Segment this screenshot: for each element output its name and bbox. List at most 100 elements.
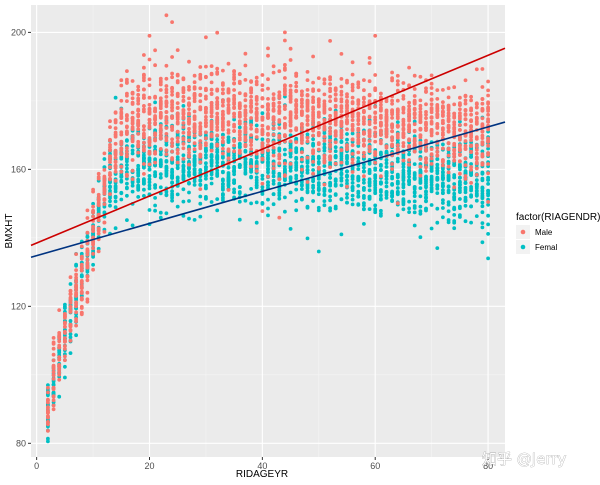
point-male xyxy=(226,111,231,115)
point-male xyxy=(192,109,197,114)
point-male xyxy=(243,93,248,98)
point-femal xyxy=(429,182,434,187)
point-male xyxy=(305,70,310,74)
point-male xyxy=(204,106,208,110)
point-femal xyxy=(96,246,101,251)
point-male xyxy=(96,196,101,201)
point-male xyxy=(215,106,220,111)
point-male xyxy=(463,101,468,106)
point-femal xyxy=(232,172,237,177)
point-femal xyxy=(164,164,169,169)
point-male xyxy=(288,100,293,104)
point-male xyxy=(474,172,479,177)
point-male xyxy=(85,297,90,302)
point-male xyxy=(283,116,287,120)
point-male xyxy=(170,71,175,76)
point-femal-outlier xyxy=(486,256,490,261)
point-male xyxy=(424,123,428,127)
point-femal xyxy=(113,205,118,210)
point-femal xyxy=(362,177,366,182)
point-male xyxy=(429,110,434,115)
point-femal xyxy=(266,183,270,188)
point-male xyxy=(424,102,428,107)
point-male xyxy=(175,48,180,52)
point-male xyxy=(407,100,411,105)
point-male xyxy=(271,166,276,171)
point-male xyxy=(418,98,423,103)
point-male xyxy=(51,377,56,381)
point-femal xyxy=(221,170,225,175)
point-male xyxy=(283,123,287,128)
point-femal xyxy=(102,210,107,215)
point-male xyxy=(108,119,112,124)
point-femal xyxy=(294,161,299,165)
point-femal xyxy=(418,209,423,214)
point-male xyxy=(407,162,411,167)
point-male xyxy=(147,143,152,148)
point-male xyxy=(57,368,62,372)
point-male xyxy=(401,105,406,110)
point-femal xyxy=(130,183,135,188)
point-male xyxy=(300,101,304,105)
point-male xyxy=(407,118,411,123)
point-femal xyxy=(379,197,383,202)
point-male xyxy=(480,129,485,134)
point-femal xyxy=(277,196,282,201)
point-male xyxy=(384,110,389,114)
point-male xyxy=(367,134,372,139)
point-femal xyxy=(175,175,180,180)
point-femal xyxy=(271,178,276,183)
point-male xyxy=(136,108,141,113)
point-male xyxy=(204,74,208,79)
point-male xyxy=(277,109,282,114)
point-male xyxy=(215,128,220,132)
point-male xyxy=(446,86,451,91)
point-femal xyxy=(294,176,299,181)
point-femal xyxy=(164,189,169,194)
point-male xyxy=(102,168,107,172)
point-male xyxy=(142,73,146,78)
point-femal xyxy=(294,168,299,172)
point-femal xyxy=(316,208,321,213)
point-male xyxy=(277,93,282,98)
point-femal xyxy=(486,188,490,193)
point-male xyxy=(435,146,440,151)
point-male xyxy=(96,171,101,176)
point-male-outlier xyxy=(170,20,175,24)
point-femal xyxy=(209,154,214,159)
point-femal xyxy=(486,213,490,218)
point-male xyxy=(435,106,440,111)
point-femal xyxy=(486,182,490,186)
point-femal xyxy=(283,164,287,169)
point-male xyxy=(441,109,445,114)
point-male xyxy=(68,298,73,303)
point-femal xyxy=(407,206,411,211)
point-femal xyxy=(125,166,129,171)
point-male xyxy=(170,157,175,162)
point-femal xyxy=(322,146,327,150)
point-femal xyxy=(63,304,67,309)
point-male xyxy=(362,154,366,159)
point-male xyxy=(170,55,175,59)
point-femal xyxy=(350,181,355,185)
point-male xyxy=(102,174,107,179)
point-male xyxy=(125,80,129,84)
point-male xyxy=(130,79,135,83)
point-femal xyxy=(311,199,315,203)
point-male xyxy=(429,133,434,138)
point-male xyxy=(136,88,141,92)
point-male xyxy=(418,74,423,79)
point-male xyxy=(458,159,462,164)
point-femal xyxy=(91,262,95,267)
point-male xyxy=(277,100,282,105)
point-male xyxy=(125,91,129,96)
point-male xyxy=(362,139,366,143)
point-male xyxy=(158,147,163,151)
point-male xyxy=(429,98,434,102)
point-male xyxy=(288,46,293,51)
point-male xyxy=(390,135,394,140)
point-male xyxy=(362,78,366,82)
point-male xyxy=(339,84,344,89)
point-femal xyxy=(401,207,406,212)
